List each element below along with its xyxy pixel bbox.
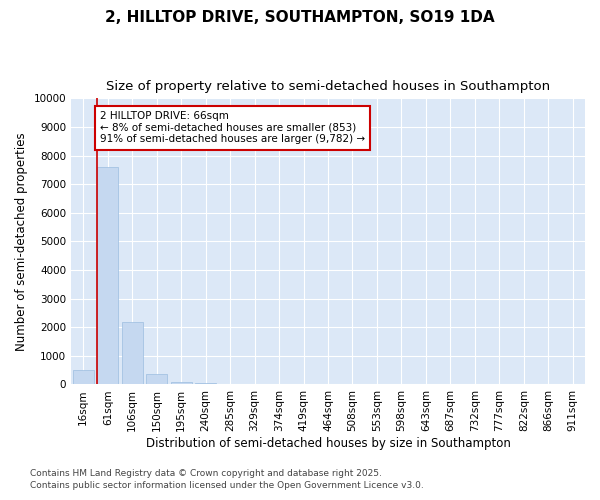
Bar	[146, 374, 167, 384]
Bar	[97, 167, 118, 384]
Text: 2, HILLTOP DRIVE, SOUTHAMPTON, SO19 1DA: 2, HILLTOP DRIVE, SOUTHAMPTON, SO19 1DA	[105, 10, 495, 25]
Text: Contains public sector information licensed under the Open Government Licence v3: Contains public sector information licen…	[30, 481, 424, 490]
Bar	[171, 382, 191, 384]
Y-axis label: Number of semi-detached properties: Number of semi-detached properties	[15, 132, 28, 350]
Text: 2 HILLTOP DRIVE: 66sqm
← 8% of semi-detached houses are smaller (853)
91% of sem: 2 HILLTOP DRIVE: 66sqm ← 8% of semi-deta…	[100, 111, 365, 144]
Text: Contains HM Land Registry data © Crown copyright and database right 2025.: Contains HM Land Registry data © Crown c…	[30, 468, 382, 477]
X-axis label: Distribution of semi-detached houses by size in Southampton: Distribution of semi-detached houses by …	[146, 437, 511, 450]
Bar	[122, 322, 143, 384]
Bar	[73, 370, 94, 384]
Bar	[195, 383, 216, 384]
Title: Size of property relative to semi-detached houses in Southampton: Size of property relative to semi-detach…	[106, 80, 550, 93]
